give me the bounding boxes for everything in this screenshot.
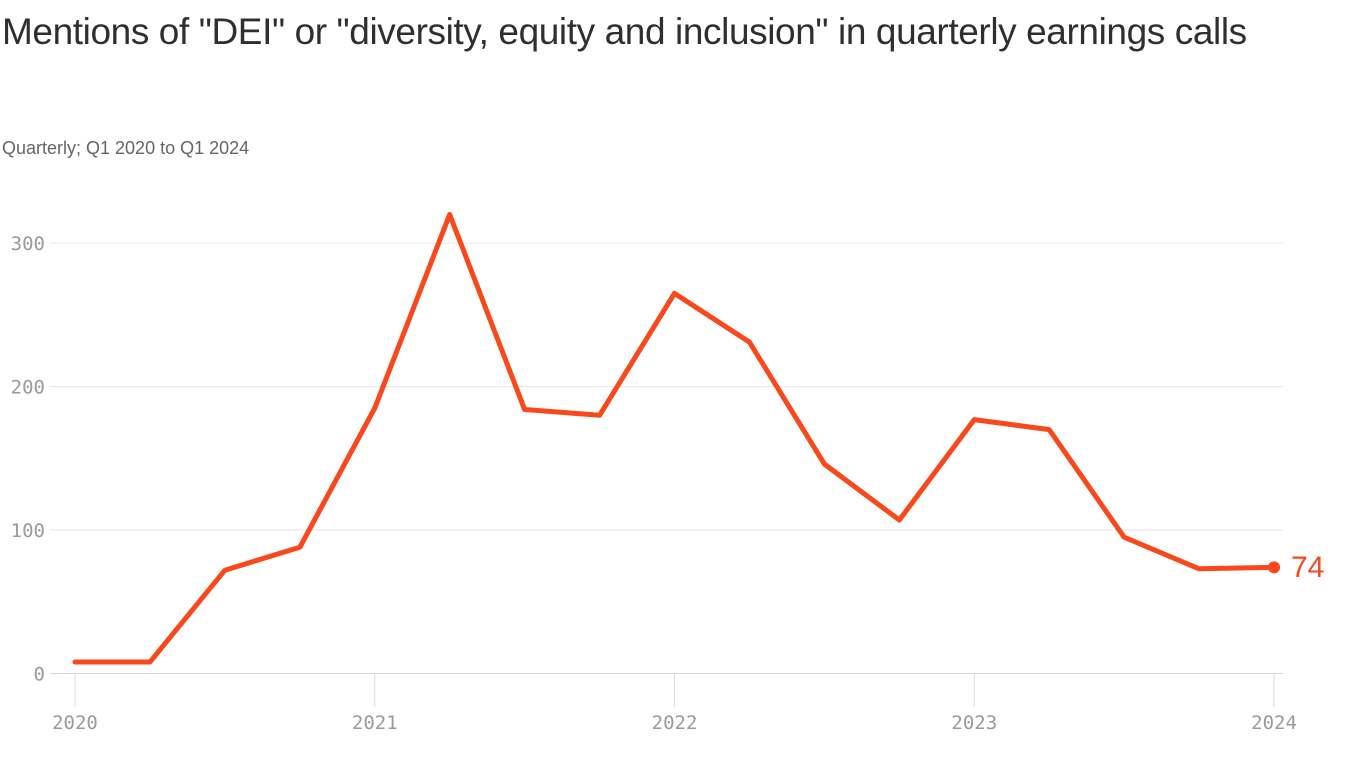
x-axis-label-2024: 2024: [1251, 712, 1297, 734]
chart-title: Mentions of "DEI" or "diversity, equity …: [2, 11, 1247, 52]
x-axis-label-2022: 2022: [652, 712, 698, 734]
last-value-label: 74: [1291, 551, 1325, 584]
x-axis-label-2020: 2020: [52, 712, 98, 734]
chart-subtitle: Quarterly; Q1 2020 to Q1 2024: [2, 138, 250, 158]
y-axis-label-200: 200: [11, 377, 45, 399]
y-axis-label-0: 0: [34, 664, 45, 686]
y-axis-label-300: 300: [11, 233, 45, 255]
x-axis-label-2021: 2021: [352, 712, 398, 734]
end-point-dot: [1268, 561, 1281, 574]
x-axis-label-2023: 2023: [951, 712, 997, 734]
y-axis-label-100: 100: [11, 520, 45, 542]
dei-mentions-line: [72, 211, 1277, 665]
